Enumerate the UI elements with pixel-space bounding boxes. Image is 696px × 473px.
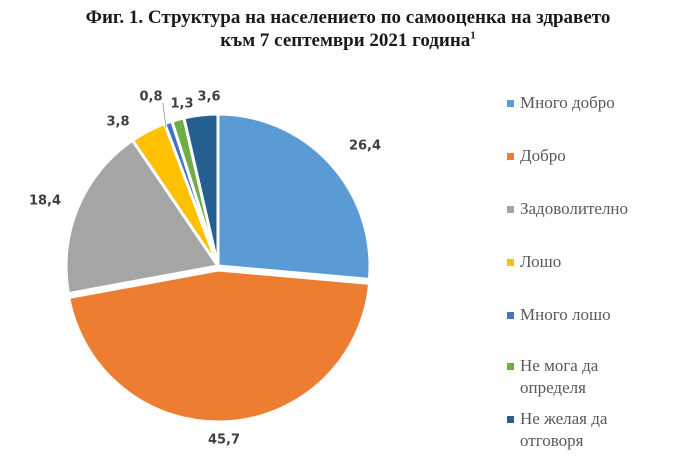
legend-item: Задоволително (507, 198, 690, 220)
pie-slice (182, 112, 220, 268)
legend-label: Добро (520, 146, 566, 165)
legend-label: Много лошо (520, 305, 611, 324)
chart-title-line2: към 7 септември 2021 година1 (220, 29, 476, 51)
legend-marker-icon (507, 259, 514, 266)
pie-slice (67, 268, 372, 424)
legend-label: Лошо (520, 252, 562, 271)
data-label: 3,6 (197, 89, 221, 105)
legend-marker-icon (507, 312, 514, 319)
pie-slice (216, 112, 372, 281)
legend-item: Не желая да отговоря (507, 408, 630, 452)
legend-item: Много лошо (507, 304, 690, 326)
chart-title: Фиг. 1. Структура на населението по само… (0, 6, 696, 52)
legend-item: Не мога да определя (507, 355, 630, 399)
footnote-marker: 1 (470, 29, 476, 42)
legend-marker-icon (507, 363, 514, 370)
leader-line (162, 102, 167, 129)
data-label: 1,3 (170, 96, 194, 112)
data-label: 18,4 (28, 193, 62, 209)
pie-slice (64, 138, 220, 296)
legend-marker-icon (507, 206, 514, 213)
legend-label: Задоволително (520, 199, 629, 218)
legend-marker-icon (507, 416, 514, 423)
legend-label: Много добро (520, 93, 615, 112)
data-label: 26,4 (348, 138, 382, 154)
data-label: 45,7 (207, 432, 241, 448)
legend-item: Лошо (507, 251, 690, 273)
data-label: 3,8 (106, 114, 130, 130)
legend-label: Не желая да отговоря (520, 409, 608, 450)
chart-title-line1: Фиг. 1. Структура на населението по само… (85, 7, 611, 28)
legend-item: Добро (507, 145, 690, 167)
legend-marker-icon (507, 153, 514, 160)
legend-label: Не мога да определя (520, 356, 599, 397)
legend-item: Много добро (507, 92, 690, 114)
legend-marker-icon (507, 100, 514, 107)
data-label: 0,8 (139, 89, 163, 105)
